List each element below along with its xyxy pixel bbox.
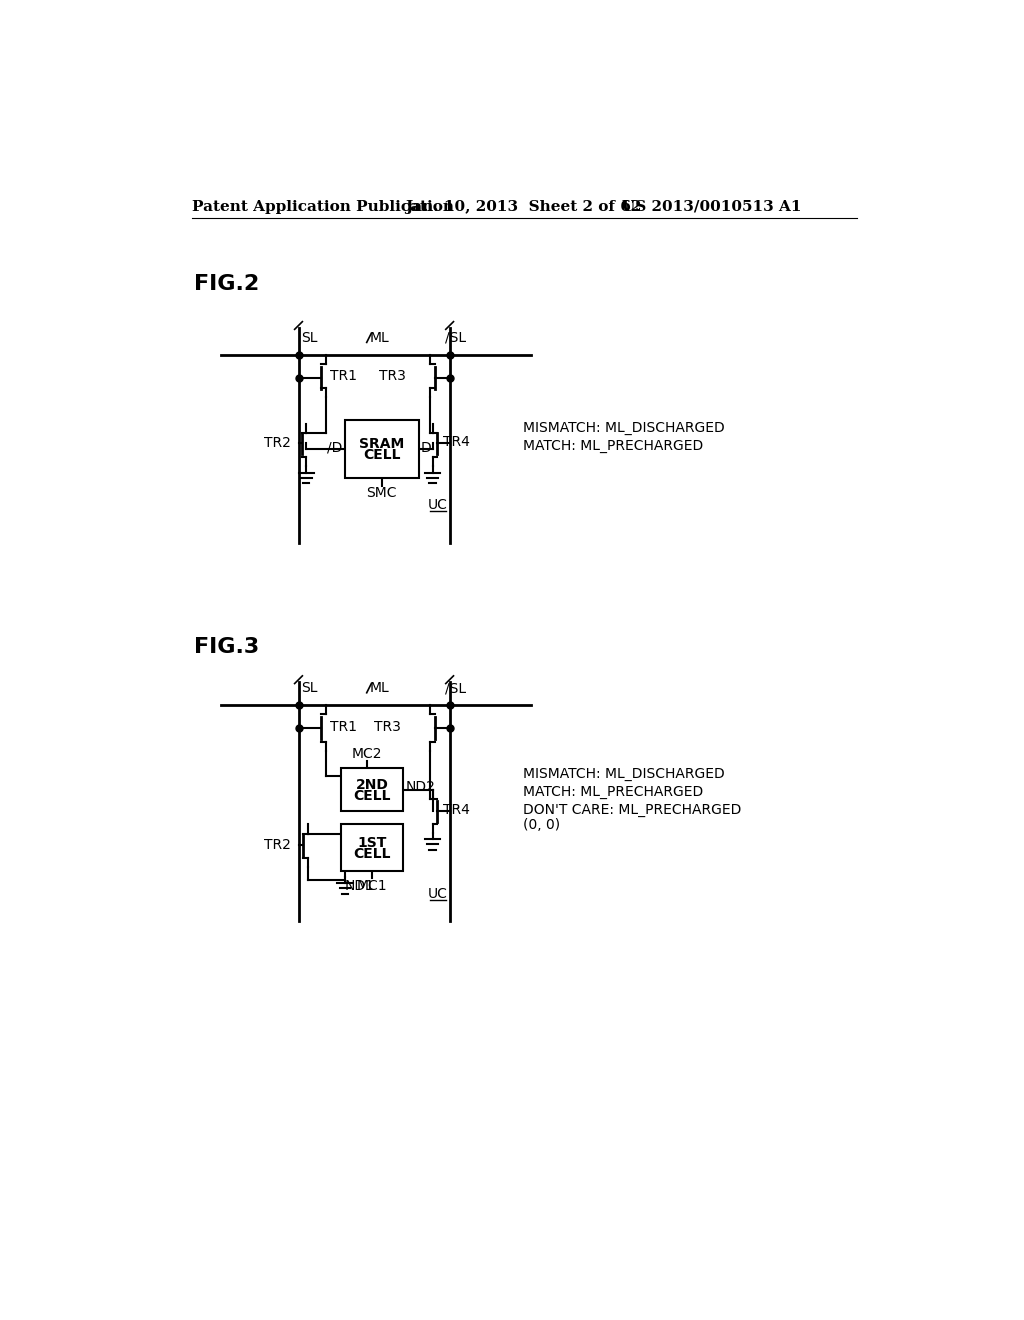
Text: TR1: TR1 [331, 370, 357, 383]
Text: ML: ML [370, 331, 389, 345]
Text: TR3: TR3 [379, 370, 406, 383]
Text: TR1: TR1 [331, 719, 357, 734]
Bar [341, 768, 403, 812]
Text: SL: SL [302, 681, 318, 696]
Text: /SL: /SL [445, 681, 466, 696]
Text: FIG.3: FIG.3 [194, 638, 259, 657]
Text: TR4: TR4 [443, 803, 470, 817]
Text: Jan. 10, 2013  Sheet 2 of 62: Jan. 10, 2013 Sheet 2 of 62 [406, 199, 642, 214]
Text: SRAM: SRAM [359, 437, 404, 451]
Text: 1ST: 1ST [357, 836, 387, 850]
Text: Patent Application Publication: Patent Application Publication [193, 199, 455, 214]
Text: TR3: TR3 [374, 719, 400, 734]
Text: CELL: CELL [353, 846, 391, 861]
Text: SL: SL [302, 331, 318, 345]
Text: MATCH: ML_PRECHARGED: MATCH: ML_PRECHARGED [523, 785, 703, 799]
Text: D: D [420, 441, 431, 454]
Text: ND1: ND1 [345, 879, 375, 894]
Text: MC1: MC1 [356, 879, 387, 894]
Text: MC2: MC2 [351, 747, 382, 762]
Text: UC: UC [428, 498, 447, 512]
Text: CELL: CELL [353, 789, 391, 803]
Text: TR2: TR2 [263, 437, 291, 450]
Text: FIG.2: FIG.2 [194, 275, 259, 294]
Text: (0, 0): (0, 0) [523, 818, 560, 832]
Text: MATCH: ML_PRECHARGED: MATCH: ML_PRECHARGED [523, 438, 703, 453]
Text: 2ND: 2ND [355, 779, 388, 792]
Bar [341, 825, 403, 871]
Text: /SL: /SL [445, 331, 466, 345]
Text: ND2: ND2 [406, 780, 435, 793]
Text: MISMATCH: ML_DISCHARGED: MISMATCH: ML_DISCHARGED [523, 767, 725, 781]
Text: TR2: TR2 [263, 838, 291, 853]
Text: SMC: SMC [367, 486, 397, 500]
Text: TR4: TR4 [443, 434, 470, 449]
Text: CELL: CELL [364, 449, 400, 462]
Text: MISMATCH: ML_DISCHARGED: MISMATCH: ML_DISCHARGED [523, 421, 725, 434]
Text: DON'T CARE: ML_PRECHARGED: DON'T CARE: ML_PRECHARGED [523, 803, 741, 817]
Text: UC: UC [428, 887, 447, 900]
Text: US 2013/0010513 A1: US 2013/0010513 A1 [623, 199, 802, 214]
Text: ML: ML [370, 681, 389, 696]
Bar [345, 420, 419, 478]
Text: /D: /D [328, 441, 343, 454]
